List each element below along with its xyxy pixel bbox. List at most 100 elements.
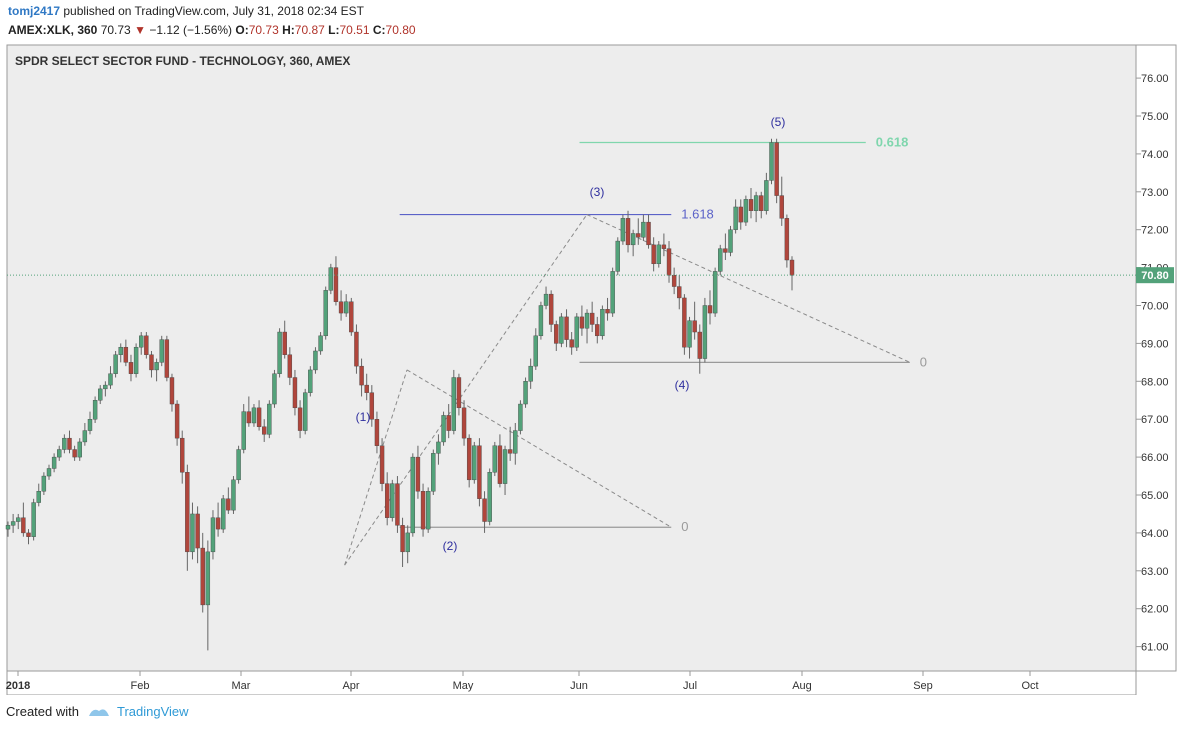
candle-body (144, 335, 149, 355)
candle-body (784, 218, 790, 261)
candle-body (62, 437, 67, 450)
wave-label: (2) (443, 539, 458, 553)
x-axis-area[interactable] (6, 670, 1137, 695)
x-tick-label: Mar (232, 680, 251, 692)
y-tick-label: 61.00 (1141, 642, 1169, 654)
candle-body (589, 312, 595, 325)
candle-body (451, 377, 457, 431)
candle-body (769, 142, 774, 181)
created-with-text: Created with (6, 704, 79, 719)
price-chart[interactable]: SPDR SELECT SECTOR FUND - TECHNOLOGY, 36… (0, 40, 1180, 695)
candle-body (400, 525, 405, 553)
candle-body (359, 365, 364, 386)
candle-body (425, 491, 431, 530)
candle-body (728, 229, 733, 253)
low-label: L: (328, 23, 340, 37)
candle-body (318, 335, 323, 352)
candle-body (579, 316, 585, 329)
last-price-marker: 70.80 (7, 267, 1174, 284)
publish-text: published on TradingView.com, July 31, 2… (63, 4, 365, 18)
candle-body (620, 218, 626, 242)
candle-body (472, 445, 477, 481)
y-tick-label: 68.00 (1141, 376, 1169, 388)
candle-body (338, 301, 344, 314)
dashed-trendline (406, 369, 672, 528)
wave-labels: (1) (2) (3) (4) (5) (356, 115, 786, 553)
candle-body (349, 301, 354, 333)
candle-body (759, 195, 764, 211)
author-link[interactable]: tomj2417 (8, 4, 61, 18)
candle-body (446, 415, 451, 431)
y-axis-area[interactable] (1135, 44, 1177, 672)
fib-level-label: 0.618 (876, 135, 909, 150)
high-value: 70.87 (294, 23, 325, 37)
candle-body (487, 472, 492, 522)
candle-body (123, 346, 129, 363)
candle-body (287, 354, 293, 378)
candle-body (682, 297, 687, 348)
y-tick-label: 66.00 (1141, 452, 1169, 464)
x-axis: 2018 Feb Mar Apr May Jun Jul Aug Sep Oct (6, 671, 1039, 692)
candle-body (395, 483, 400, 526)
candle-body (21, 517, 26, 534)
candle-body (753, 195, 759, 211)
candle-body (789, 259, 795, 276)
y-tick-label: 67.00 (1141, 414, 1169, 426)
candle-body (743, 199, 749, 223)
candle-body (518, 403, 523, 431)
open-label: O: (235, 23, 249, 37)
last-price-badge (1136, 267, 1174, 284)
candle-body (149, 354, 154, 371)
candle-body (671, 274, 677, 287)
tradingview-link[interactable]: TradingView (116, 704, 189, 719)
candle-body (323, 290, 328, 337)
candle-body (118, 346, 123, 355)
candle-body (774, 142, 779, 196)
wave-label: (3) (590, 185, 605, 199)
candle-body (636, 233, 641, 238)
candle-body (139, 335, 144, 348)
candle-body (77, 441, 82, 458)
candle-body (328, 267, 334, 291)
candle-body (241, 411, 246, 450)
candle-body (523, 381, 528, 405)
candle-body (92, 400, 98, 420)
candle-body (712, 271, 718, 314)
candle-body (384, 483, 390, 518)
candle-body (236, 449, 241, 481)
x-tick-label: May (453, 680, 474, 692)
candle-body (646, 221, 651, 246)
candle-body (441, 415, 446, 443)
close-label: C: (372, 23, 386, 37)
candle-body (687, 320, 692, 348)
candle-body (10, 521, 16, 526)
candle-body (364, 384, 369, 393)
y-tick-label: 75.00 (1141, 111, 1169, 123)
candle-body (210, 517, 216, 553)
candle-body (369, 392, 375, 420)
candle-body (374, 419, 380, 446)
candle-body (57, 449, 62, 458)
plot-area[interactable] (6, 44, 1137, 672)
candle-body (630, 233, 636, 246)
candle-body (651, 244, 656, 265)
wave-label: (4) (675, 378, 690, 392)
candle-body (221, 498, 226, 530)
candle-body (748, 199, 754, 211)
candle-body (343, 301, 349, 314)
candle-body (615, 240, 620, 272)
symbol-info: AMEX:XLK, 360 70.73 ▼ −1.12 (−1.56%) O:7… (8, 23, 416, 37)
candle-body (82, 430, 88, 443)
chart-title: SPDR SELECT SECTOR FUND - TECHNOLOGY, 36… (15, 54, 350, 68)
candle-body (272, 373, 277, 405)
candle-body (26, 532, 31, 537)
x-tick-label: 2018 (6, 680, 30, 692)
candle-body (697, 331, 702, 359)
close-value: 70.80 (385, 23, 416, 37)
candle-body (231, 479, 236, 511)
candle-body (564, 316, 569, 340)
candle-body (41, 475, 47, 492)
candle-body (277, 331, 282, 374)
fib-level-label: 0 (920, 354, 927, 369)
x-tick-label: Jul (683, 680, 697, 692)
